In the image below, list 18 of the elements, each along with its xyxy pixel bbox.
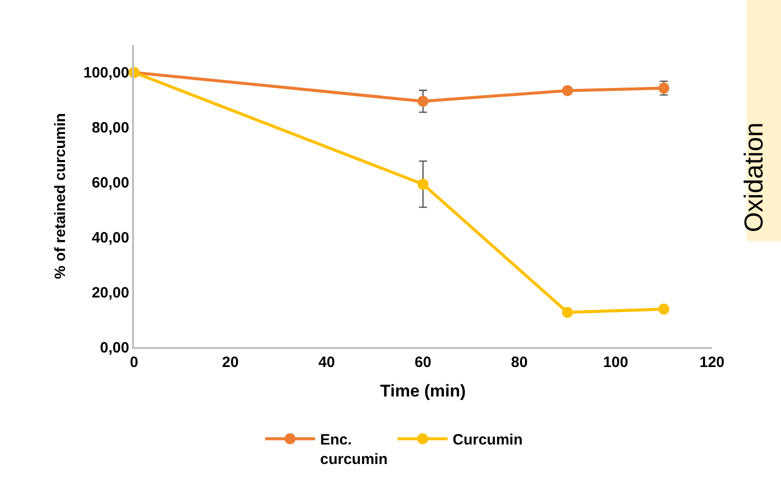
legend-label: Enc. curcumin <box>320 432 388 468</box>
y-axis-title: % of retained curcumin <box>52 113 70 279</box>
y-tick-label: 40,00 <box>92 229 130 246</box>
text: Oxidation <box>738 122 768 232</box>
x-tick-label: 120 <box>699 354 725 371</box>
y-tick-label: 0,00 <box>100 339 130 356</box>
x-tick-label: 20 <box>222 354 239 371</box>
x-tick-label: 40 <box>318 354 336 371</box>
y-tick-label: 100,00 <box>83 64 130 82</box>
legend-label: Curcumin <box>452 432 523 449</box>
x-tick-label: 100 <box>603 354 628 371</box>
y-tick-label: 60,00 <box>92 174 130 192</box>
y-tick-label: 20,00 <box>92 284 130 302</box>
x-tick-label: 80 <box>510 354 528 371</box>
x-axis-title: Time (min) <box>380 382 466 401</box>
y-tick-label: 80,00 <box>92 120 130 137</box>
x-tick-label: 60 <box>414 354 432 371</box>
x-tick-label: 0 <box>130 354 138 371</box>
